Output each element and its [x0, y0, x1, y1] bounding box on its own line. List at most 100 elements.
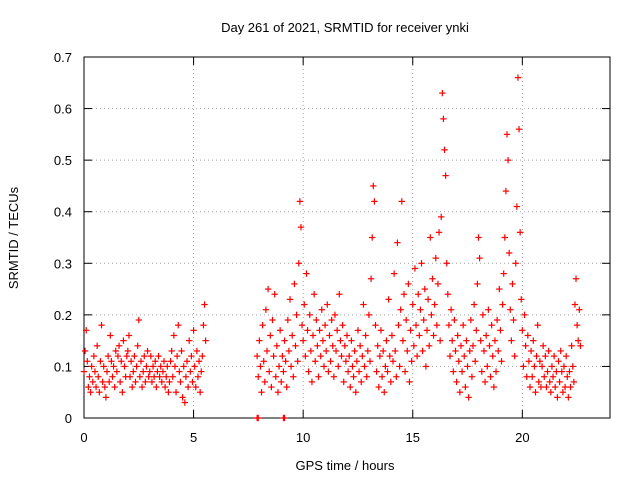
data-point	[508, 337, 515, 344]
data-point	[129, 383, 136, 391]
data-point	[463, 337, 470, 344]
data-point	[536, 358, 544, 365]
data-point	[438, 213, 445, 221]
data-point	[526, 383, 534, 391]
data-point	[487, 373, 494, 380]
data-point	[394, 239, 401, 246]
data-point	[404, 347, 411, 355]
data-point	[308, 378, 316, 386]
data-point	[388, 332, 396, 339]
data-point	[265, 368, 273, 375]
data-point	[172, 389, 180, 396]
data-point	[486, 342, 493, 349]
data-point	[478, 368, 485, 375]
data-point	[350, 373, 357, 380]
data-point	[392, 347, 399, 355]
data-point	[353, 358, 361, 365]
data-point	[406, 378, 413, 386]
data-point	[85, 383, 92, 391]
data-point	[176, 368, 183, 375]
data-point	[149, 363, 157, 370]
data-point	[566, 368, 573, 375]
x-tick-label-15: 15	[406, 430, 420, 445]
x-tick-label-5: 5	[190, 430, 197, 445]
data-point	[195, 358, 203, 365]
data-point	[354, 327, 362, 334]
data-point	[547, 389, 555, 396]
data-point	[98, 321, 105, 329]
data-point	[362, 332, 369, 339]
data-point	[527, 347, 535, 355]
data-point	[465, 394, 472, 401]
data-point	[554, 394, 561, 401]
data-point	[352, 389, 359, 396]
data-point	[473, 327, 480, 334]
data-point	[576, 306, 583, 313]
data-point	[379, 347, 387, 355]
data-point	[332, 347, 340, 355]
data-point	[537, 383, 545, 391]
data-point	[472, 358, 479, 365]
data-point	[444, 291, 452, 298]
data-point	[269, 316, 276, 324]
data-point	[466, 347, 473, 355]
data-point	[317, 352, 324, 360]
chart-title: Day 261 of 2021, SRMTID for receiver ynk…	[221, 20, 469, 35]
data-point	[560, 363, 568, 370]
data-point	[409, 301, 416, 308]
data-point	[572, 275, 580, 282]
data-point	[421, 285, 429, 293]
data-point	[476, 254, 483, 262]
data-point	[165, 389, 172, 396]
data-point	[113, 368, 121, 375]
data-point	[513, 203, 521, 210]
data-point	[324, 301, 331, 308]
data-point	[514, 74, 522, 81]
data-point	[267, 332, 274, 339]
data-point	[549, 373, 557, 380]
data-point	[175, 321, 182, 329]
data-point	[92, 383, 100, 391]
data-point	[481, 378, 489, 386]
data-point	[413, 352, 421, 360]
data-point	[88, 363, 95, 370]
data-point	[273, 342, 281, 349]
data-point	[95, 373, 102, 380]
data-point	[542, 352, 549, 360]
data-point	[283, 383, 290, 391]
data-point	[365, 311, 373, 319]
data-point	[355, 368, 363, 375]
data-point	[148, 378, 156, 386]
data-point	[485, 306, 492, 313]
data-point	[282, 358, 289, 365]
data-point	[453, 378, 460, 386]
data-point	[120, 337, 127, 344]
data-point	[338, 352, 345, 360]
data-point	[168, 347, 175, 355]
data-point	[103, 368, 111, 375]
data-point	[87, 389, 94, 396]
data-point	[359, 352, 366, 360]
data-point	[312, 358, 319, 365]
data-point	[545, 347, 552, 355]
data-point	[347, 383, 354, 391]
data-point	[193, 347, 201, 355]
data-point	[497, 327, 504, 334]
data-point	[418, 260, 425, 267]
data-point	[464, 363, 471, 370]
data-point	[348, 337, 355, 344]
data-point	[118, 358, 125, 365]
data-point	[548, 363, 556, 370]
data-point	[313, 316, 320, 324]
data-point	[335, 363, 342, 370]
data-point	[423, 327, 431, 334]
data-point	[164, 363, 171, 370]
data-point	[97, 358, 104, 365]
data-point	[302, 352, 309, 360]
data-point	[137, 358, 145, 365]
data-point	[183, 358, 191, 365]
plot-frame	[83, 56, 611, 419]
data-point	[167, 358, 174, 365]
data-point	[503, 131, 511, 138]
data-point	[386, 352, 393, 360]
